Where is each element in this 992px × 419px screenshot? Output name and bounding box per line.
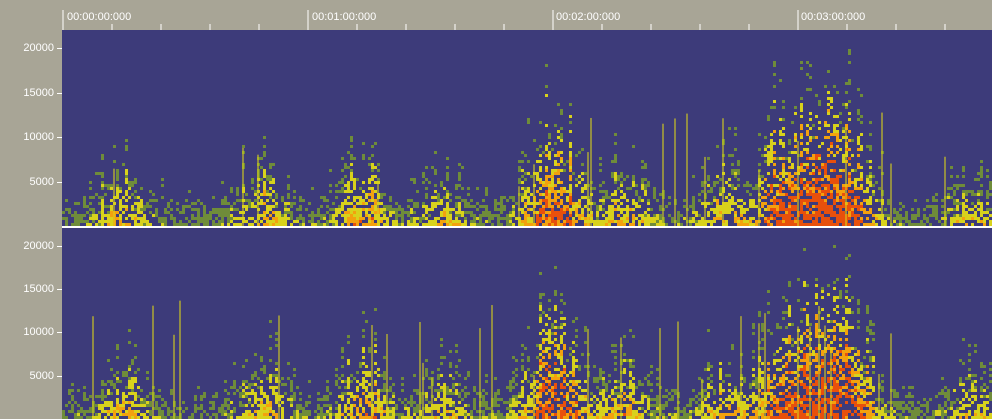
- frequency-axis-channel-1: 20000 15000 10000 5000: [0, 30, 62, 226]
- freq-tick: [57, 245, 62, 247]
- freq-tick: [57, 375, 62, 377]
- time-label-2: 00:02:00:000: [556, 11, 621, 23]
- freq-label-15000: 15000: [23, 86, 54, 99]
- time-label-3: 00:03:00:000: [801, 11, 866, 23]
- time-label-0: 00:00:00:000: [67, 11, 132, 23]
- freq-label-5000: 5000: [29, 175, 54, 188]
- freq-label-5000: 5000: [29, 369, 54, 382]
- freq-label-10000: 10000: [23, 131, 54, 144]
- freq-tick: [57, 289, 62, 291]
- spectrogram-plot-channel-1[interactable]: [62, 30, 992, 226]
- freq-tick: [57, 181, 62, 183]
- time-ruler-ticks: [62, 10, 946, 30]
- freq-tick: [57, 137, 62, 139]
- freq-label-20000: 20000: [23, 42, 54, 55]
- spectrogram-plot-channel-2[interactable]: [62, 228, 992, 419]
- freq-tick: [57, 92, 62, 94]
- spectrogram-image-channel-2: [62, 245, 992, 419]
- time-label-1: 00:01:00:000: [312, 11, 377, 23]
- freq-tick: [57, 48, 62, 50]
- freq-label-15000: 15000: [23, 283, 54, 296]
- freq-label-10000: 10000: [23, 326, 54, 339]
- freq-tick: [57, 332, 62, 334]
- spectrogram-channel-2: 20000 15000 10000 5000: [0, 228, 992, 419]
- freq-label-20000: 20000: [23, 239, 54, 252]
- spectrogram-channel-1: 20000 15000 10000 5000: [0, 30, 992, 226]
- spectrogram-image-channel-1: [62, 49, 992, 226]
- channel-divider[interactable]: [62, 226, 992, 228]
- time-ruler[interactable]: 00:00:00:000 00:01:00:000 00:02:00:000 0…: [0, 0, 992, 30]
- frequency-axis-channel-2: 20000 15000 10000 5000: [0, 228, 62, 419]
